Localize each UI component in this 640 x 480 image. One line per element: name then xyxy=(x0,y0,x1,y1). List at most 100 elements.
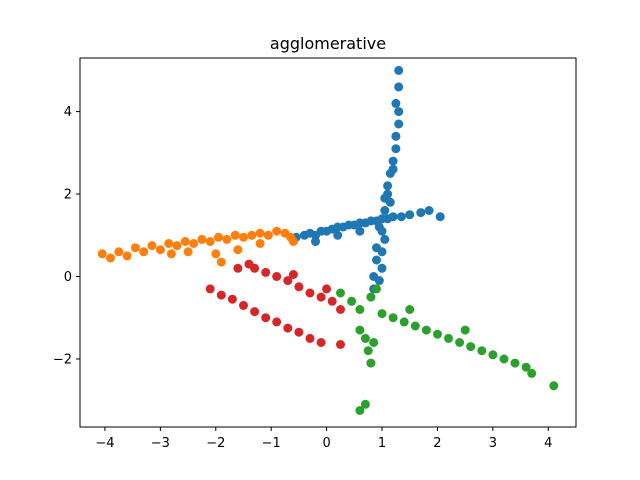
scatter-point xyxy=(355,406,364,415)
scatter-point xyxy=(394,82,403,91)
scatter-point xyxy=(336,340,345,349)
scatter-point xyxy=(455,338,464,347)
y-axis: −2 0 2 4 xyxy=(53,105,80,367)
scatter-point xyxy=(228,295,237,304)
y-tick-label: 4 xyxy=(64,105,72,120)
scatter-point xyxy=(164,239,173,248)
scatter-point xyxy=(217,258,226,267)
scatter-point xyxy=(114,247,123,256)
scatter-point xyxy=(527,369,536,378)
scatter-point xyxy=(425,206,434,215)
y-tick-label: −2 xyxy=(53,352,72,367)
scatter-point xyxy=(261,313,270,322)
scatter-point xyxy=(378,227,387,236)
chart-title: agglomerative xyxy=(270,34,386,53)
series-1 xyxy=(98,227,298,267)
scatter-point xyxy=(156,245,165,254)
scatter-point xyxy=(380,235,389,244)
scatter-point xyxy=(416,208,425,217)
scatter-marks xyxy=(98,66,559,415)
scatter-point xyxy=(422,326,431,335)
scatter-point xyxy=(355,326,364,335)
x-axis: −4 −3 −2 −1 0 1 2 3 4 xyxy=(95,427,552,451)
scatter-point xyxy=(461,326,470,335)
scatter-point xyxy=(366,293,375,302)
y-tick-label: 2 xyxy=(64,188,72,203)
scatter-point xyxy=(222,235,231,244)
scatter-point xyxy=(411,322,420,331)
scatter-point xyxy=(311,237,320,246)
x-tick-label: −1 xyxy=(262,436,281,451)
scatter-point xyxy=(436,212,445,221)
scatter-point xyxy=(148,241,157,250)
scatter-point xyxy=(206,284,215,293)
series-2 xyxy=(206,260,345,349)
scatter-point xyxy=(233,245,242,254)
scatter-point xyxy=(256,239,265,248)
scatter-point xyxy=(211,249,220,258)
scatter-point xyxy=(391,132,400,141)
scatter-point xyxy=(380,206,389,215)
scatter-point xyxy=(322,284,331,293)
scatter-point xyxy=(389,157,398,166)
scatter-point xyxy=(214,233,223,242)
series-0 xyxy=(292,66,445,294)
scatter-point xyxy=(433,330,442,339)
scatter-point xyxy=(361,334,370,343)
x-tick-label: 4 xyxy=(544,436,552,451)
scatter-point xyxy=(106,254,115,263)
scatter-point xyxy=(333,231,342,240)
scatter-point xyxy=(336,305,345,314)
scatter-point xyxy=(378,309,387,318)
scatter-point xyxy=(372,256,381,265)
scatter-point xyxy=(378,247,387,256)
scatter-point xyxy=(239,233,248,242)
scatter-point xyxy=(206,237,215,246)
scatter-point xyxy=(355,305,364,314)
x-tick-label: 1 xyxy=(378,436,386,451)
scatter-point xyxy=(289,237,298,246)
scatter-point xyxy=(139,247,148,256)
scatter-point xyxy=(394,120,403,129)
scatter-point xyxy=(405,210,414,219)
scatter-point xyxy=(375,276,384,285)
scatter-point xyxy=(389,212,398,221)
scatter-point xyxy=(131,243,140,252)
scatter-point xyxy=(500,355,509,364)
scatter-point xyxy=(217,291,226,300)
scatter-point xyxy=(250,264,259,273)
scatter-point xyxy=(328,297,337,306)
series-3 xyxy=(336,284,558,415)
scatter-point xyxy=(294,282,303,291)
scatter-point xyxy=(317,293,326,302)
scatter-point xyxy=(386,198,395,207)
scatter-point xyxy=(369,338,378,347)
scatter-point xyxy=(383,190,392,199)
scatter-point xyxy=(383,181,392,190)
scatter-point xyxy=(477,346,486,355)
scatter-point xyxy=(233,264,242,273)
scatter-point xyxy=(272,227,281,236)
scatter-point xyxy=(184,247,193,256)
scatter-point xyxy=(264,231,273,240)
scatter-point xyxy=(366,359,375,368)
scatter-point xyxy=(347,297,356,306)
scatter-point xyxy=(355,227,364,236)
scatter-point xyxy=(394,107,403,116)
scatter-point xyxy=(405,305,414,314)
scatter-point xyxy=(272,317,281,326)
scatter-point xyxy=(389,165,398,174)
x-tick-label: 3 xyxy=(489,436,497,451)
scatter-point xyxy=(400,317,409,326)
scatter-point xyxy=(317,338,326,347)
scatter-point xyxy=(394,66,403,75)
scatter-point xyxy=(397,212,406,221)
scatter-point xyxy=(250,307,259,316)
y-tick-label: 0 xyxy=(64,270,72,285)
scatter-point xyxy=(173,241,182,250)
scatter-point xyxy=(272,272,281,281)
scatter-point xyxy=(289,270,298,279)
scatter-point xyxy=(181,237,190,246)
